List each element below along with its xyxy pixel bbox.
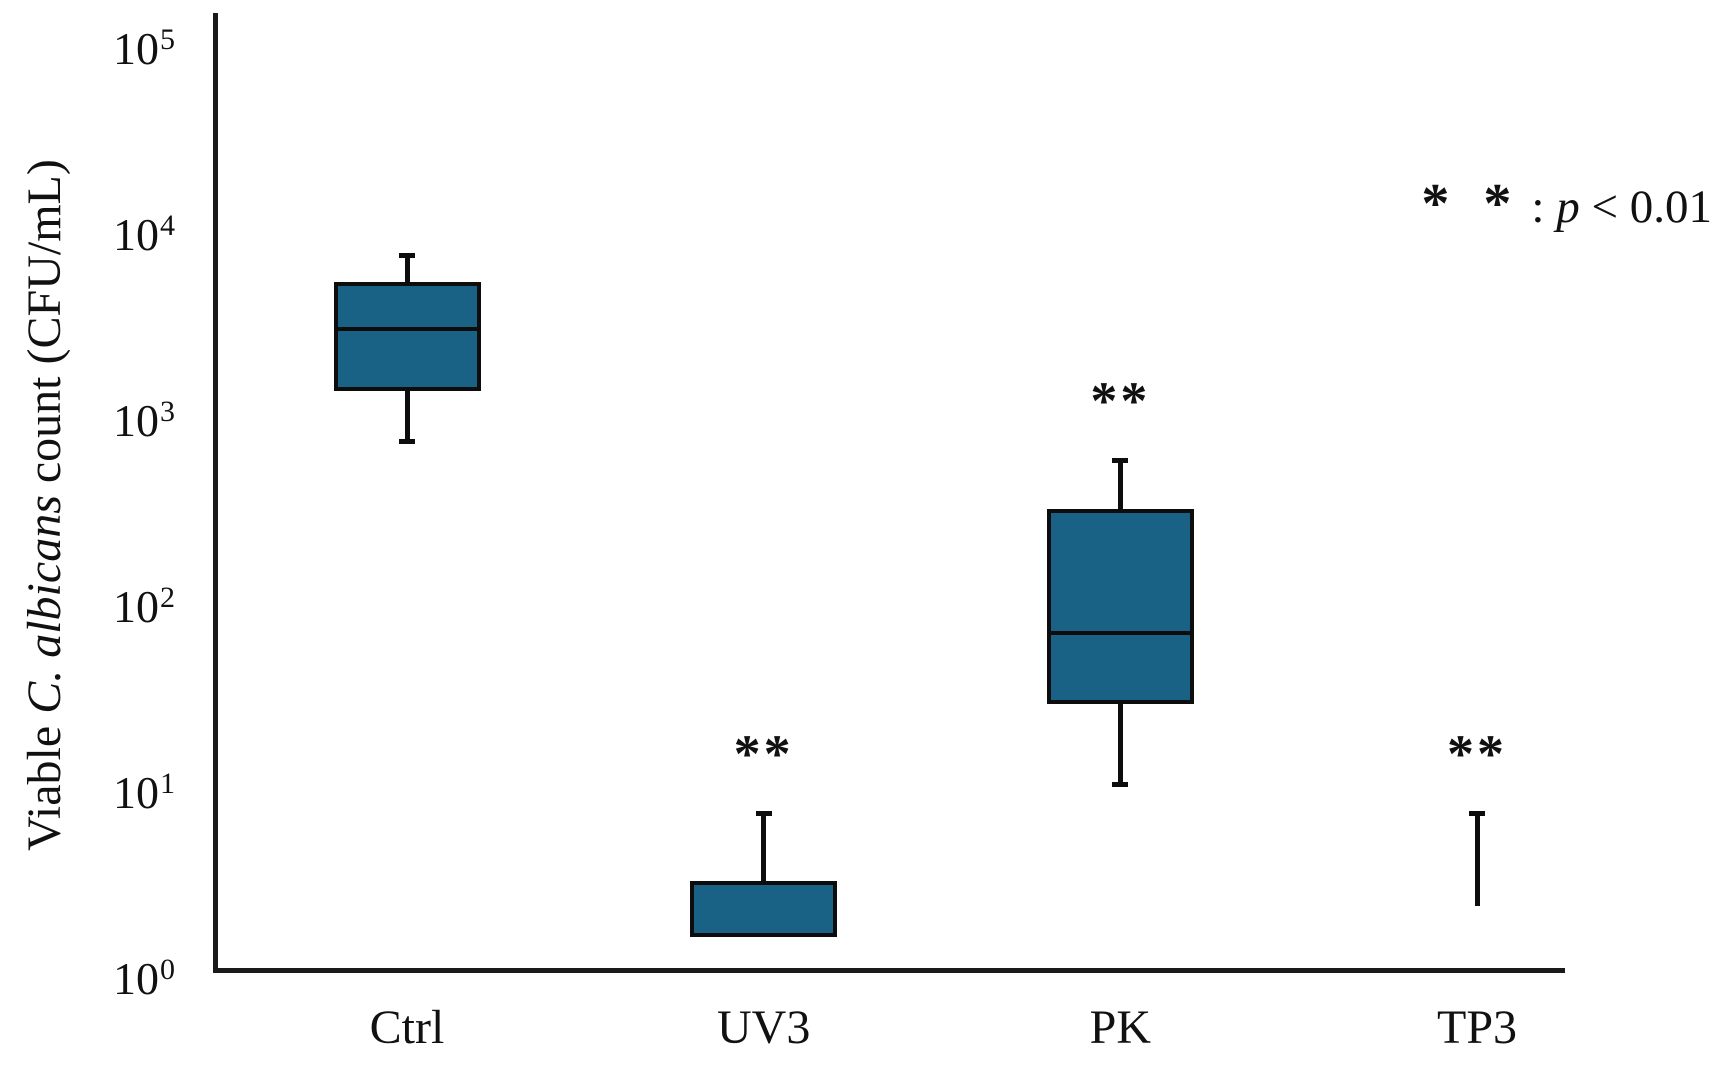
box-ctrl bbox=[333, 281, 481, 391]
y-tick-exponent: 2 bbox=[160, 581, 175, 614]
legend-text: : p < 0.01 bbox=[1531, 179, 1712, 235]
box-uv3 bbox=[690, 881, 838, 938]
y-tick-base: 10 bbox=[113, 209, 159, 260]
y-tick-exponent: 1 bbox=[160, 767, 175, 800]
y-tick-exponent: 0 bbox=[160, 953, 175, 986]
upper-whisker-cap bbox=[1469, 810, 1485, 816]
y-tick-exponent: 3 bbox=[160, 395, 175, 428]
lower-whisker-line bbox=[404, 388, 410, 441]
y-axis-title: Viable C. albicans count (CFU/mL) bbox=[18, 159, 71, 851]
legend-p: p bbox=[1556, 181, 1580, 233]
lower-whisker-cap bbox=[399, 438, 415, 444]
upper-whisker-line bbox=[404, 254, 410, 284]
x-tick-label-pk: PK bbox=[1089, 1001, 1152, 1054]
box-pk bbox=[1046, 509, 1194, 704]
upper-whisker-line bbox=[1117, 460, 1123, 512]
lower-whisker-line bbox=[1117, 701, 1123, 784]
y-tick-base: 10 bbox=[113, 395, 159, 446]
significance-marker: ** bbox=[733, 723, 794, 784]
upper-whisker-cap bbox=[755, 810, 772, 816]
y-tick-label: 105 bbox=[0, 17, 175, 72]
y-tick-label: 102 bbox=[0, 575, 175, 630]
legend-threshold: < 0.01 bbox=[1579, 181, 1712, 233]
legend-separator: : bbox=[1531, 181, 1557, 233]
y-tick-base: 10 bbox=[113, 581, 159, 632]
upper-whisker-line bbox=[761, 812, 767, 884]
y-axis-line bbox=[213, 13, 218, 973]
x-axis-line bbox=[213, 968, 1565, 973]
upper-whisker-cap bbox=[1112, 458, 1129, 464]
upper-whisker-cap bbox=[399, 252, 415, 258]
y-tick-exponent: 5 bbox=[160, 23, 175, 56]
upper-whisker-line bbox=[1474, 812, 1480, 907]
y-tick-label: 104 bbox=[0, 203, 175, 258]
significance-marker: ** bbox=[1090, 371, 1151, 432]
significance-marker: ** bbox=[1447, 723, 1507, 784]
median-line bbox=[336, 326, 478, 331]
x-tick-label-ctrl: Ctrl bbox=[369, 1001, 445, 1054]
legend-stars: * * bbox=[1421, 173, 1522, 235]
y-tick-label: 103 bbox=[0, 389, 175, 444]
y-tick-label: 100 bbox=[0, 947, 175, 1002]
median-line bbox=[1049, 630, 1191, 635]
y-tick-base: 10 bbox=[113, 953, 159, 1004]
y-tick-label: 101 bbox=[0, 761, 175, 816]
y-tick-base: 10 bbox=[113, 23, 159, 74]
lower-whisker-cap bbox=[1112, 782, 1129, 787]
significance-legend: * *: p < 0.01 bbox=[1421, 176, 1712, 235]
y-tick-base: 10 bbox=[113, 767, 159, 818]
y-tick-exponent: 4 bbox=[160, 209, 175, 242]
x-tick-label-tp3: TP3 bbox=[1436, 1001, 1518, 1054]
x-tick-label-uv3: UV3 bbox=[716, 1001, 811, 1054]
